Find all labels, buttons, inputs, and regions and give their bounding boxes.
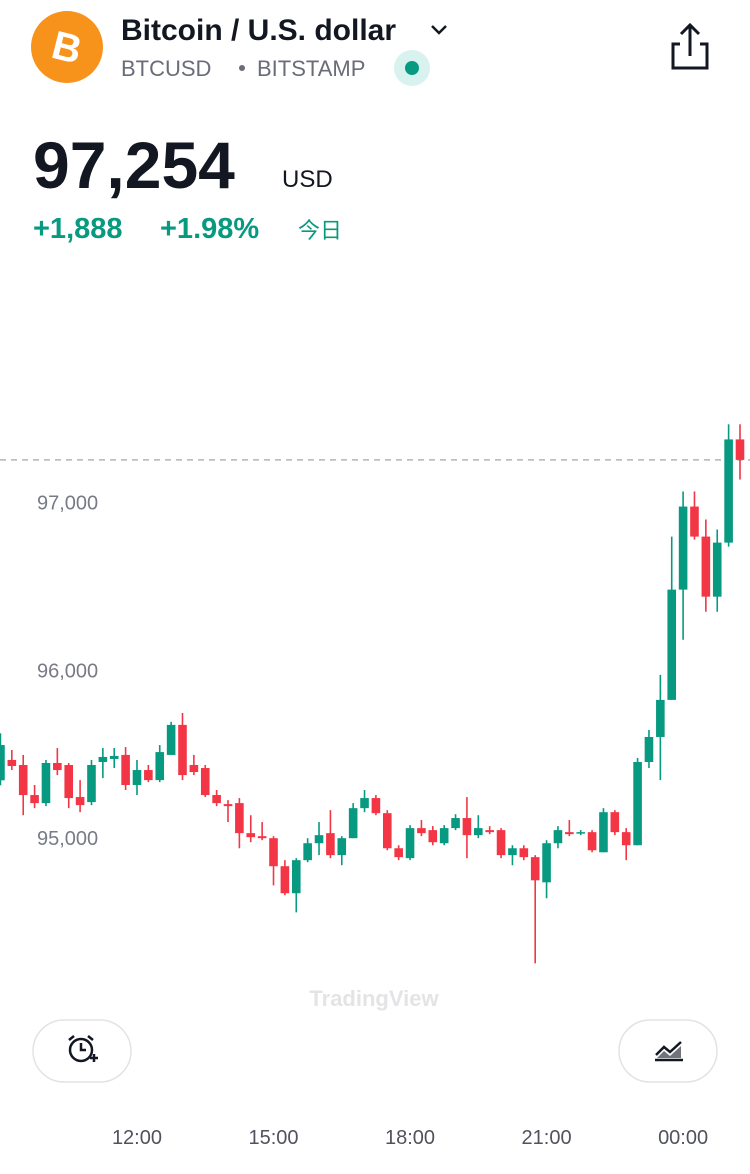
currency: USD [282,166,333,193]
candle-body [166,724,176,755]
dropdown-chevron[interactable] [431,25,447,35]
candle-body [599,812,608,853]
candle-body [474,828,483,836]
candle-body [405,828,415,859]
candle-body [189,765,199,773]
candle-body [667,589,677,700]
symbol-title[interactable]: Bitcoin / U.S. dollar [121,14,396,47]
change: +1,888 [33,213,123,245]
candle-body [87,765,96,803]
candle-body [314,835,324,844]
candle-body [587,832,597,851]
x-tick-label: 18:00 [385,1127,435,1149]
x-tick-label: 21:00 [522,1127,572,1149]
candle-body [280,866,290,894]
candle-body [542,843,551,883]
candle-body [496,830,506,856]
candle-body [371,798,381,814]
candle-body [382,813,392,849]
candle-body [155,752,165,781]
candle-body [621,832,631,846]
candle-body [576,832,586,834]
candle-body [508,848,517,856]
period: 今日 [298,218,342,243]
candle-body [724,439,733,543]
candle-body [121,754,130,785]
y-tick-label: 97,000 [37,493,98,515]
y-tick-label: 95,000 [37,828,98,850]
chart-type-button[interactable] [618,1019,718,1083]
candle-body [0,745,5,781]
candle-body [144,770,153,781]
symbol-code: BTCUSD [121,56,211,81]
y-tick-label: 96,000 [37,660,98,682]
candle-body [712,542,722,597]
candle-body [223,804,233,807]
x-tick-label: 00:00 [658,1127,708,1149]
candle-body [701,536,711,597]
candle-body [553,830,563,844]
candle-body [519,848,529,858]
candle-body [530,857,540,881]
x-tick-label: 15:00 [248,1127,298,1149]
candle-body [98,756,108,762]
candle-body [64,765,74,799]
candle-body [565,832,574,835]
candle-body [462,818,472,836]
candle-body [30,795,39,804]
candle-body [326,833,335,856]
candle-body [246,833,256,838]
candle-body [303,843,312,861]
candle-body [109,755,119,759]
candle-body [348,808,358,839]
candle-body [269,838,278,867]
candle-body [75,797,85,806]
candle-body [132,770,142,785]
candle-body [439,828,449,844]
candle-body [178,724,187,776]
candle-body [656,699,665,737]
alert-button[interactable] [32,1019,132,1083]
candle-body [451,818,460,829]
logo: B [31,11,103,83]
candle-body [53,762,62,771]
candle-body [18,765,28,796]
candle-body [394,848,403,858]
candle-body [690,506,699,537]
candle-body [337,838,347,856]
candle-body [417,828,426,834]
change-percent: +1.98% [160,213,259,245]
candle-body [291,860,301,894]
watermark: TradingView [309,986,439,1011]
separator [239,65,245,71]
candle-body [633,761,642,846]
candle-body [610,812,620,833]
candle-body [200,768,210,796]
share-button[interactable] [671,22,709,70]
candle-body [644,736,654,762]
candle-body [235,803,244,834]
candle-body [735,439,745,460]
market-status-dot [405,61,419,75]
candle-body [678,506,688,590]
candle-body [428,830,438,843]
plot: 95,000 96,000 97,000 12:00 15:00 18:00 21:00 00… [0,424,750,1149]
candle-body [360,798,369,809]
exchange: BITSTAMP [257,56,365,81]
candle-body [257,836,267,839]
candle-body [212,795,221,804]
candle-body [7,759,17,767]
x-tick-label: 12:00 [112,1127,162,1149]
candle-body [485,830,494,833]
candle-body [41,762,51,804]
price: 97,254 [33,128,235,202]
